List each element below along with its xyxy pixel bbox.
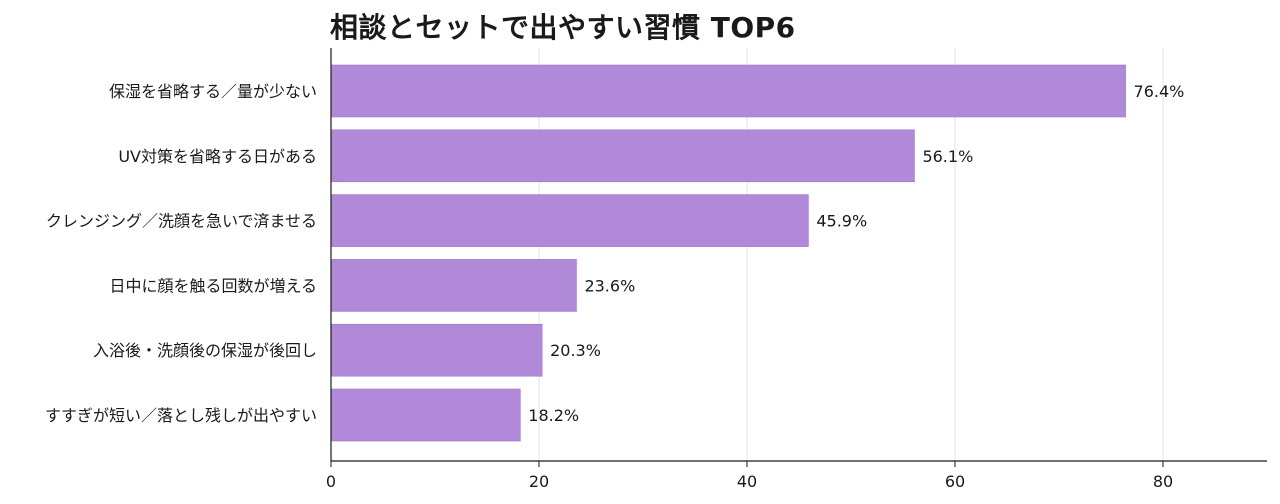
bar [330,388,521,442]
bar [330,64,1126,118]
x-tick-label: 0 [326,472,336,491]
data-label: 45.9% [816,212,867,231]
category-label: 入浴後・洗顔後の保湿が後回し [93,341,317,360]
category-label: 保湿を省略する／量が少ない [109,82,317,101]
category-label: すすぎが短い／落とし残しが出やすい [45,406,317,425]
category-labels: 保湿を省略する／量が少ない UV対策を省略する日があるクレンジング／洗顔を急いで済… [45,82,317,425]
chart-title: 相談とセットで出やすい習慣 TOP6 [330,11,796,44]
category-label: UV対策を省略する日がある [118,147,317,166]
x-tick-label: 80 [1153,472,1173,491]
category-label: 日中に顔を触る回数が増える [109,276,317,295]
data-label: 23.6% [584,276,635,295]
bar [330,259,577,312]
data-label: 20.3% [550,341,601,360]
x-tick-label: 40 [737,472,757,491]
category-label: クレンジング／洗顔を急いで済ませる [46,212,317,231]
bar [330,194,809,247]
bar [330,129,915,183]
x-tick-label: 60 [945,472,965,491]
data-label: 56.1% [922,147,973,166]
data-label: 18.2% [528,406,579,425]
data-label: 76.4% [1134,82,1185,101]
x-axis: 0 20 40 60 80 [326,48,1267,491]
bars [330,64,1126,442]
bar [330,323,543,377]
x-tick-label: 20 [529,472,549,491]
data-labels: 76.4% 56.1% 45.9% 23.6% 20.3% 18.2% [528,82,1184,425]
